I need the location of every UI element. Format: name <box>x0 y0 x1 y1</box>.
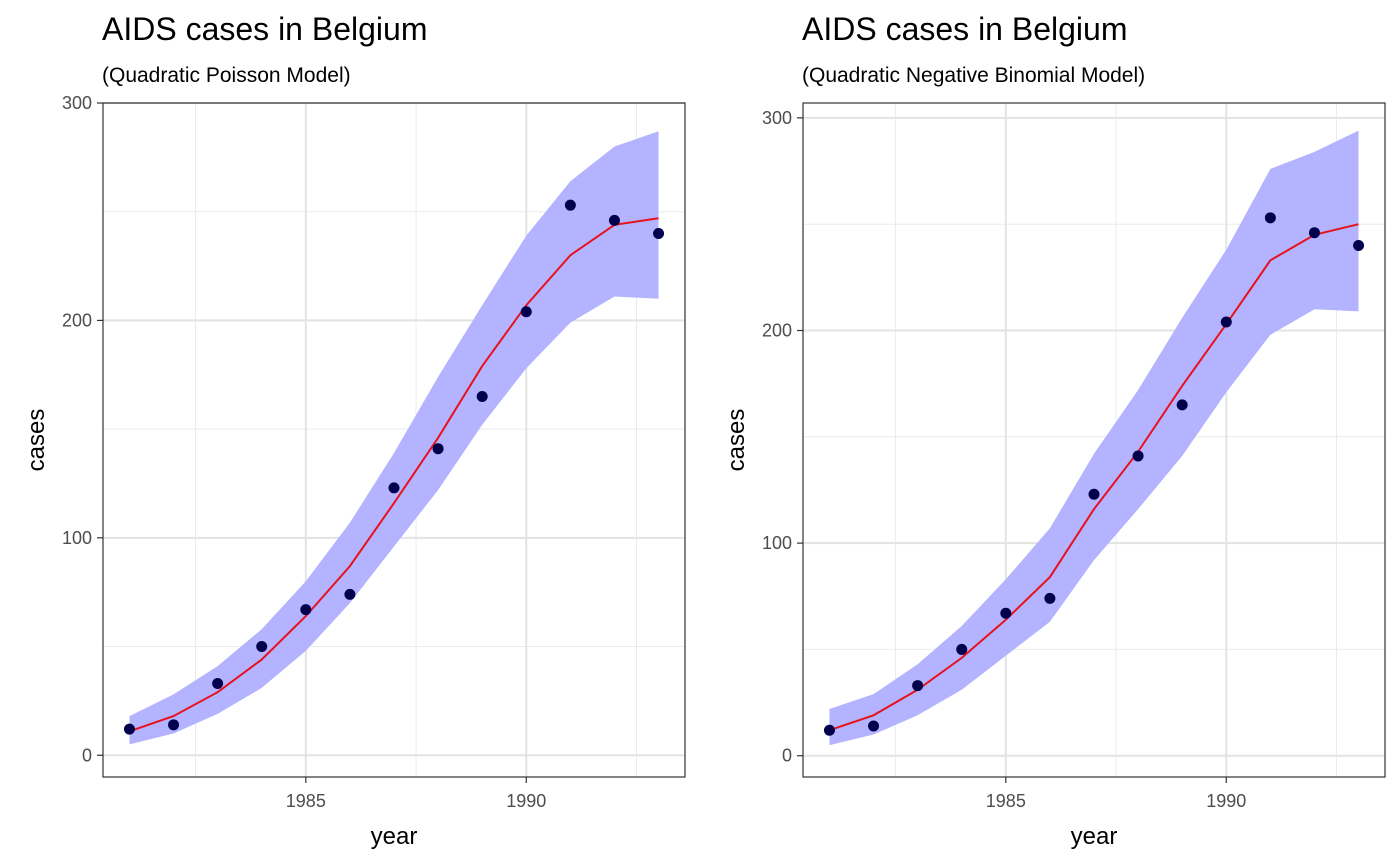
y-tick-label: 300 <box>62 93 92 113</box>
data-point <box>956 643 968 655</box>
plot-area: 0 100 200 300 1985 1990 <box>62 93 686 811</box>
y-tick-label: 100 <box>62 528 92 548</box>
data-point <box>1176 399 1188 411</box>
data-point <box>476 391 488 403</box>
panel-poisson: AIDS cases in Belgium (Quadratic Poisson… <box>23 11 686 850</box>
data-point <box>1088 488 1100 500</box>
data-point <box>823 724 835 736</box>
x-tick-label: 1985 <box>286 791 326 811</box>
confidence-band <box>129 131 659 745</box>
fitted-line <box>129 217 659 733</box>
data-point <box>123 723 135 735</box>
y-tick-label: 0 <box>82 745 92 765</box>
data-point <box>1044 592 1056 604</box>
data-point <box>564 199 576 211</box>
y-tick-label: 200 <box>62 310 92 330</box>
y-axis-title: cases <box>723 409 750 472</box>
data-point <box>1264 212 1276 224</box>
x-axis-title: year <box>1071 823 1118 850</box>
data-point <box>212 678 224 690</box>
data-point <box>388 482 400 494</box>
data-point <box>256 641 268 653</box>
panel-border <box>802 102 1386 778</box>
y-tick-label: 0 <box>782 746 792 766</box>
y-tick-label: 300 <box>762 108 792 128</box>
x-axis-title: year <box>371 823 418 850</box>
y-tick-label: 200 <box>762 321 792 341</box>
chart-title: AIDS cases in Belgium <box>802 11 1127 47</box>
chart-title: AIDS cases in Belgium <box>102 11 427 47</box>
data-point <box>653 227 665 239</box>
chart-subtitle: (Quadratic Poisson Model) <box>102 64 351 87</box>
data-point <box>608 214 620 226</box>
y-axis-title: cases <box>23 409 50 472</box>
x-tick-label: 1990 <box>506 791 546 811</box>
panel-border <box>102 102 686 778</box>
data-point <box>168 719 180 731</box>
data-point <box>1308 227 1320 239</box>
x-tick-label: 1985 <box>986 791 1026 811</box>
data-point <box>912 680 924 692</box>
data-point <box>1132 450 1144 462</box>
data-point <box>1000 607 1012 619</box>
data-point <box>520 306 532 318</box>
data-point <box>432 443 444 455</box>
data-point <box>1353 239 1365 251</box>
data-point <box>300 604 312 616</box>
y-tick-label: 100 <box>762 533 792 553</box>
plot-area: 0 100 200 300 1985 1990 <box>762 102 1386 811</box>
data-point <box>344 588 356 600</box>
panel-negative-binomial: AIDS cases in Belgium (Quadratic Negativ… <box>723 11 1386 850</box>
x-tick-label: 1990 <box>1206 791 1246 811</box>
data-point <box>868 720 880 732</box>
data-point <box>1220 316 1232 328</box>
confidence-band <box>829 130 1359 746</box>
chart-subtitle: (Quadratic Negative Binomial Model) <box>802 64 1145 87</box>
